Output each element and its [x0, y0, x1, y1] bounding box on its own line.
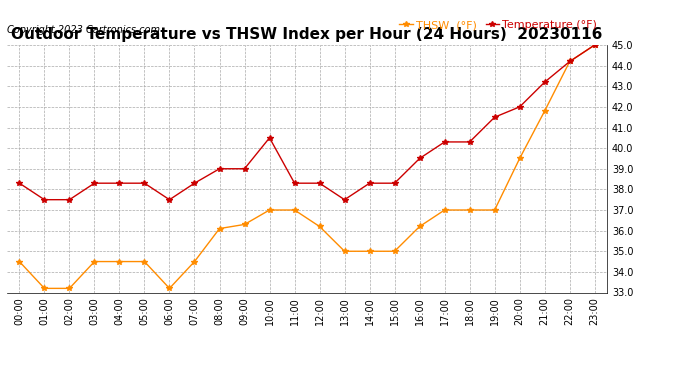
THSW  (°F) [366, 249, 374, 254]
THSW  (°F) [66, 286, 74, 291]
Temperature (°F) [290, 181, 299, 186]
THSW  (°F) [315, 224, 324, 229]
Temperature (°F) [166, 197, 174, 202]
THSW  (°F) [290, 208, 299, 212]
THSW  (°F) [515, 156, 524, 160]
THSW  (°F) [166, 286, 174, 291]
THSW  (°F) [391, 249, 399, 254]
THSW  (°F) [466, 208, 474, 212]
Temperature (°F) [66, 197, 74, 202]
THSW  (°F) [140, 260, 148, 264]
THSW  (°F) [566, 59, 574, 64]
THSW  (°F) [340, 249, 348, 254]
THSW  (°F) [115, 260, 124, 264]
Temperature (°F) [491, 115, 499, 119]
Temperature (°F) [415, 156, 424, 160]
Line: Temperature (°F): Temperature (°F) [17, 42, 598, 203]
Temperature (°F) [315, 181, 324, 186]
Temperature (°F) [215, 166, 224, 171]
Temperature (°F) [440, 140, 449, 144]
THSW  (°F) [90, 260, 99, 264]
Temperature (°F) [591, 43, 599, 47]
THSW  (°F) [215, 226, 224, 231]
THSW  (°F) [40, 286, 48, 291]
Temperature (°F) [540, 80, 549, 84]
THSW  (°F) [591, 43, 599, 47]
Temperature (°F) [366, 181, 374, 186]
Temperature (°F) [115, 181, 124, 186]
THSW  (°F) [15, 260, 23, 264]
Temperature (°F) [391, 181, 399, 186]
Line: THSW  (°F): THSW (°F) [17, 42, 598, 291]
Temperature (°F) [266, 136, 274, 140]
Title: Outdoor Temperature vs THSW Index per Hour (24 Hours)  20230116: Outdoor Temperature vs THSW Index per Ho… [11, 27, 603, 42]
Temperature (°F) [140, 181, 148, 186]
Temperature (°F) [15, 181, 23, 186]
THSW  (°F) [491, 208, 499, 212]
THSW  (°F) [415, 224, 424, 229]
Temperature (°F) [40, 197, 48, 202]
Temperature (°F) [515, 105, 524, 109]
THSW  (°F) [540, 109, 549, 113]
Temperature (°F) [190, 181, 199, 186]
Temperature (°F) [240, 166, 248, 171]
THSW  (°F) [240, 222, 248, 227]
Text: Copyright 2023 Cartronics.com: Copyright 2023 Cartronics.com [7, 25, 160, 35]
Temperature (°F) [466, 140, 474, 144]
Temperature (°F) [340, 197, 348, 202]
Temperature (°F) [566, 59, 574, 64]
THSW  (°F) [440, 208, 449, 212]
Legend: THSW  (°F), Temperature (°F): THSW (°F), Temperature (°F) [395, 16, 602, 35]
THSW  (°F) [190, 260, 199, 264]
THSW  (°F) [266, 208, 274, 212]
Temperature (°F) [90, 181, 99, 186]
